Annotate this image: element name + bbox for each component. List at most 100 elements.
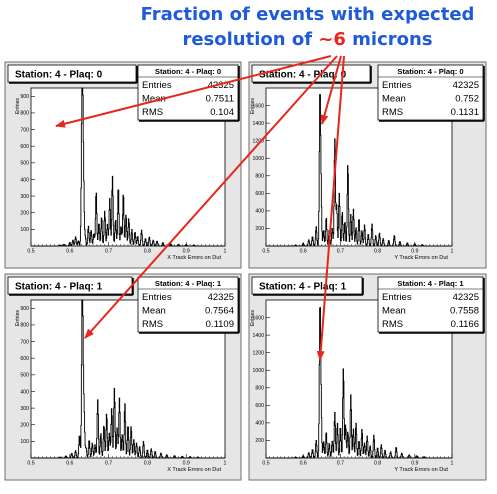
stats-label-mean: Mean bbox=[382, 306, 406, 317]
y-tick-label: 800 bbox=[255, 174, 264, 180]
x-tick-label: 0.8 bbox=[374, 461, 381, 467]
x-axis-label: X Track Errors on Dut bbox=[167, 255, 221, 261]
histogram-panels: 0.5 0.6 0.7 0.8 0.9 1 100 200 300 400 500 600 700 800… bbox=[4, 61, 487, 481]
annotation-arrows bbox=[55, 55, 345, 361]
y-tick-label: 600 bbox=[20, 144, 29, 150]
y-tick-label: 1400 bbox=[252, 121, 264, 127]
y-tick-label: 800 bbox=[255, 386, 264, 392]
y-tick-label: 600 bbox=[20, 356, 29, 362]
x-tick-label: 0.7 bbox=[105, 249, 112, 255]
panel-title-box bbox=[251, 276, 363, 295]
stats-value-rms: 0.1166 bbox=[451, 319, 479, 330]
y-tick-label: 700 bbox=[20, 127, 29, 133]
y-tick-label: 200 bbox=[255, 226, 264, 232]
stats-value-mean: 0.7564 bbox=[205, 306, 234, 317]
stats-label-mean: Mean bbox=[142, 94, 166, 105]
y-tick-label: 900 bbox=[20, 94, 29, 100]
stats-value-rms: 0.104 bbox=[210, 107, 234, 118]
y-tick-label: 600 bbox=[255, 191, 264, 197]
y-tick-label: 200 bbox=[20, 423, 29, 429]
x-tick-label: 0.8 bbox=[144, 249, 151, 255]
y-tick-label: 1200 bbox=[252, 350, 264, 356]
x-tick-label: 0.6 bbox=[300, 461, 307, 467]
x-axis-label: X Track Errors on Dut bbox=[167, 467, 221, 473]
x-tick-label: 0.9 bbox=[183, 461, 190, 467]
x-axis-label: Y Track Errors on Dut bbox=[394, 255, 448, 261]
y-tick-label: 900 bbox=[20, 306, 29, 312]
x-tick-label: 1 bbox=[451, 461, 454, 467]
histogram-series bbox=[31, 299, 225, 459]
x-tick-label: 0.8 bbox=[374, 249, 381, 255]
x-tick-label: 0.6 bbox=[300, 249, 307, 255]
y-tick-label: 800 bbox=[20, 323, 29, 329]
y-tick-label: 300 bbox=[20, 194, 29, 200]
y-tick-label: 100 bbox=[20, 439, 29, 445]
histogram-panel-4: 0.5 0.6 0.7 0.8 0.9 1200400600800100012001400… bbox=[248, 273, 487, 481]
stats-label-rms: RMS bbox=[382, 319, 403, 330]
x-axis-label: Y Track Errors on Dut bbox=[394, 467, 448, 473]
y-tick-label: 300 bbox=[20, 406, 29, 412]
annotation-arrow-3 bbox=[84, 55, 338, 339]
y-tick-label: 1000 bbox=[252, 368, 264, 374]
x-tick-label: 0.5 bbox=[262, 461, 269, 467]
stats-value-mean: 0.7511 bbox=[206, 94, 234, 105]
stats-label-entries: Entries bbox=[142, 80, 172, 91]
stats-value-entries: 42325 bbox=[208, 292, 234, 303]
stats-value-entries: 42325 bbox=[208, 80, 234, 91]
y-tick-label: 700 bbox=[20, 339, 29, 345]
y-axis-label: Entries bbox=[250, 310, 256, 327]
x-tick-label: 0.6 bbox=[66, 461, 73, 467]
y-tick-label: 400 bbox=[20, 177, 29, 183]
stats-label-rms: RMS bbox=[382, 107, 403, 118]
y-tick-label: 500 bbox=[20, 161, 29, 167]
x-tick-label: 0.9 bbox=[411, 461, 418, 467]
y-tick-label: 800 bbox=[20, 111, 29, 117]
x-tick-label: 1 bbox=[451, 249, 454, 255]
histogram-panel-2: 0.5 0.6 0.7 0.8 0.9 1200400600800100012001400… bbox=[248, 61, 487, 269]
x-tick-label: 1 bbox=[224, 249, 227, 255]
panel-title: Station: 4 - Plaq: 1 bbox=[15, 282, 103, 293]
histogram-series bbox=[266, 94, 452, 247]
histogram-series bbox=[266, 307, 452, 459]
annotation-arrow-4 bbox=[316, 55, 345, 361]
panel-title-box bbox=[7, 64, 137, 83]
x-tick-label: 0.6 bbox=[66, 249, 73, 255]
y-tick-label: 500 bbox=[20, 373, 29, 379]
x-tick-label: 1 bbox=[224, 461, 227, 467]
x-tick-label: 0.5 bbox=[262, 249, 269, 255]
y-tick-label: 400 bbox=[255, 421, 264, 427]
stats-value-entries: 42325 bbox=[453, 292, 479, 303]
x-tick-label: 0.5 bbox=[27, 461, 34, 467]
stats-box bbox=[377, 276, 484, 333]
x-tick-label: 0.7 bbox=[337, 461, 344, 467]
y-tick-label: 1000 bbox=[252, 156, 264, 162]
histogram-panel-3: 0.5 0.6 0.7 0.8 0.9 1 100 200 300 400 500 600 700 800… bbox=[4, 273, 242, 481]
stats-value-rms: 0.1109 bbox=[206, 319, 234, 330]
y-tick-label: 400 bbox=[20, 389, 29, 395]
histogram-series bbox=[31, 87, 225, 247]
y-tick-label: 1400 bbox=[252, 333, 264, 339]
stats-value-rms: 0.1131 bbox=[451, 107, 479, 118]
stats-label-entries: Entries bbox=[382, 80, 412, 91]
stats-label-entries: Entries bbox=[382, 292, 412, 303]
panel-title: Station: 4 - Plaq: 0 bbox=[15, 70, 103, 81]
stats-value-entries: 42325 bbox=[453, 80, 479, 91]
y-tick-label: 600 bbox=[255, 403, 264, 409]
stats-title: Station: 4 - Plaq: 0 bbox=[397, 67, 463, 76]
y-tick-label: 100 bbox=[20, 227, 29, 233]
x-tick-label: 0.7 bbox=[337, 249, 344, 255]
x-tick-label: 0.9 bbox=[183, 249, 190, 255]
y-tick-label: 400 bbox=[255, 209, 264, 215]
stats-label-mean: Mean bbox=[142, 306, 166, 317]
y-axis-label: Entries bbox=[250, 98, 256, 115]
stats-title: Station: 4 - Plaq: 1 bbox=[155, 279, 222, 288]
panel-title: Station: 4 - Plaq: 0 bbox=[259, 70, 347, 81]
y-axis-label: Entries bbox=[15, 310, 21, 327]
stats-title: Station: 4 - Plaq: 1 bbox=[397, 279, 464, 288]
annotation-arrow-1 bbox=[55, 55, 332, 128]
y-tick-label: 200 bbox=[255, 438, 264, 444]
stats-label-rms: RMS bbox=[142, 319, 163, 330]
histogram-panel-1: 0.5 0.6 0.7 0.8 0.9 1 100 200 300 400 500 600 700 800… bbox=[4, 61, 242, 269]
annotation-arrow-2 bbox=[320, 55, 342, 125]
stats-box bbox=[377, 64, 484, 121]
